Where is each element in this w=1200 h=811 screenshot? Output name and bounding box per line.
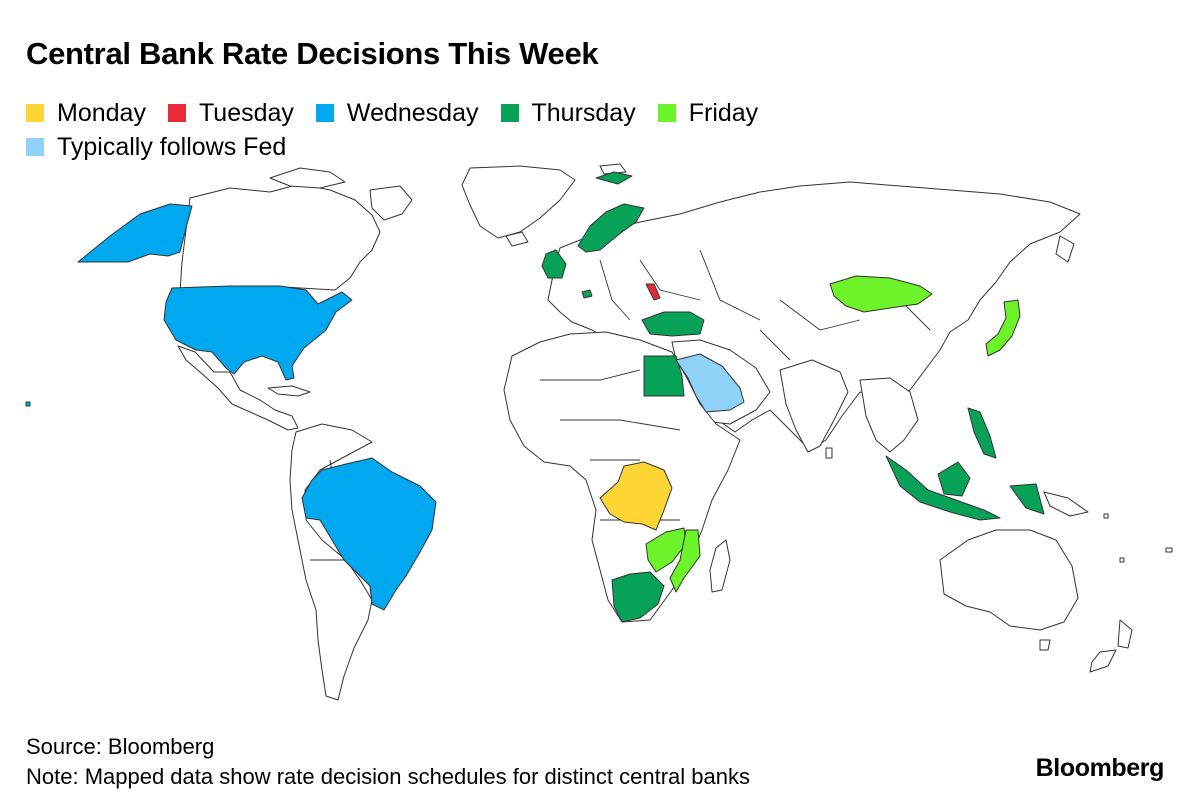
borneo: [937, 461, 971, 497]
friday-countries: [645, 275, 1021, 593]
egypt: [643, 355, 685, 397]
new-zealand: [1117, 619, 1133, 649]
legend-item-monday: Monday: [26, 96, 146, 130]
indonesia: [885, 455, 1001, 521]
greenland-north: [595, 171, 633, 185]
tuesday-countries: [645, 283, 661, 301]
legend-row-1: Monday Tuesday Wednesday Thursday Friday: [26, 96, 826, 130]
saudi-arabia: [675, 353, 745, 413]
monday-countries: [599, 461, 673, 531]
follows-fed-countries: [675, 353, 745, 413]
legend-item-friday: Friday: [657, 96, 759, 130]
southeast-asia: [859, 377, 919, 453]
chart-title: Central Bank Rate Decisions This Week: [26, 36, 599, 71]
footer: Source: Bloomberg Note: Mapped data show…: [26, 732, 750, 792]
source-note: Source: Bloomberg: [26, 734, 215, 759]
legend-swatch-friday: [657, 104, 676, 122]
zambia-zimbabwe: [645, 527, 687, 573]
legend-label-monday: Monday: [57, 99, 146, 127]
wednesday-countries: [25, 203, 437, 611]
papua: [1043, 491, 1089, 517]
mongolia: [829, 275, 933, 313]
kamchatka: [1055, 235, 1075, 263]
sri-lanka: [825, 447, 833, 459]
legend-row-2: Typically follows Fed: [26, 130, 826, 164]
philippines: [967, 407, 997, 459]
alaska: [77, 203, 193, 263]
mozambique: [669, 529, 701, 593]
legend-item-wednesday: Wednesday: [315, 96, 479, 130]
legend-swatch-thursday: [500, 104, 519, 122]
india: [779, 359, 849, 453]
uk: [541, 249, 567, 279]
dr-congo: [599, 461, 673, 531]
arctic-islands: [269, 167, 346, 189]
bloomberg-logo: Bloomberg: [1035, 754, 1165, 782]
baffin-island: [369, 185, 413, 221]
caribbean: [267, 385, 311, 397]
small-islands: [1103, 513, 1173, 563]
legend-item-tuesday: Tuesday: [167, 96, 294, 130]
switzerland: [581, 289, 593, 299]
thursday-countries: [541, 171, 1045, 623]
legend-swatch-tuesday: [167, 104, 186, 122]
papua-indonesia: [1009, 483, 1045, 515]
new-zealand-south: [1089, 649, 1117, 673]
south-africa: [611, 571, 665, 623]
norway-sweden: [577, 203, 645, 253]
greenland: [461, 165, 576, 239]
legend-item-follows-fed: Typically follows Fed: [26, 130, 286, 164]
base-land: [177, 163, 1133, 701]
world-map: [25, 163, 1173, 701]
mexico-central-america: [177, 345, 299, 431]
canada: [179, 183, 381, 293]
legend-item-thursday: Thursday: [500, 96, 636, 130]
legend-label-wednesday: Wednesday: [346, 99, 479, 127]
legend-label-thursday: Thursday: [531, 99, 636, 127]
legend-label-follows-fed: Typically follows Fed: [57, 133, 287, 161]
iceland: [505, 231, 529, 247]
brazil: [301, 457, 437, 611]
tasmania: [1039, 639, 1051, 651]
legend: Monday Tuesday Wednesday Thursday Friday…: [26, 96, 826, 164]
legend-label-tuesday: Tuesday: [198, 99, 294, 127]
madagascar: [709, 539, 731, 593]
south-america: [289, 423, 373, 701]
svalbard: [599, 163, 627, 175]
moldova: [645, 283, 661, 301]
data-note: Note: Mapped data show rate decision sch…: [26, 764, 750, 789]
legend-swatch-wednesday: [315, 104, 334, 122]
australia: [939, 529, 1079, 631]
legend-swatch-follows-fed: [26, 138, 44, 156]
legend-swatch-monday: [26, 104, 44, 122]
turkey: [641, 311, 705, 337]
japan: [985, 299, 1021, 357]
usa: [163, 285, 353, 381]
hawaii: [25, 401, 31, 407]
legend-label-friday: Friday: [688, 99, 759, 127]
